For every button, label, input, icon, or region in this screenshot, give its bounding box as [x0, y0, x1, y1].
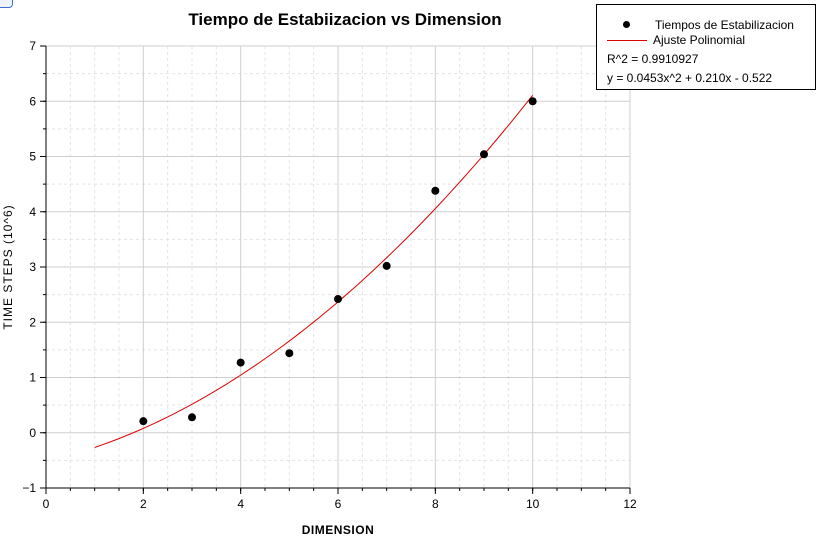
legend-label-scatter: Tiempos de Estabilizacion [655, 18, 794, 32]
fit-equation-annotation: y = 0.0453x^2 + 0.210x - 0.522 [607, 71, 773, 85]
data-point [382, 261, 391, 270]
r-squared-annotation: R^2 = 0.9910927 [607, 52, 699, 66]
y-tick-label: 4 [29, 205, 36, 219]
x-tick-label: 10 [526, 497, 540, 511]
x-tick-label: 8 [432, 497, 439, 511]
y-axis-label: TIME STEPS (10^6) [1, 204, 15, 330]
legend-label-fit: Ajuste Polinomial [653, 33, 746, 47]
data-point [334, 295, 342, 304]
x-tick-label: 4 [237, 497, 244, 511]
x-tick-label: 0 [43, 497, 50, 511]
y-tick-label: 7 [29, 39, 36, 53]
y-tick-label: 2 [29, 315, 36, 329]
y-tick-label: 1 [29, 371, 36, 385]
data-point [139, 417, 148, 426]
data-point [285, 349, 294, 358]
x-tick-label: 6 [335, 497, 342, 511]
x-axis-label: DIMENSION [301, 523, 375, 537]
x-tick-label: 12 [623, 497, 637, 511]
y-tick-label: 6 [29, 94, 36, 108]
legend-line-icon [607, 40, 647, 41]
legend-item-scatter: Tiempos de Estabilizacion [597, 17, 815, 33]
legend-item-fit: Ajuste Polinomial [597, 32, 815, 48]
legend-marker-dot-icon [623, 21, 630, 28]
y-tick-label: −1 [22, 481, 36, 495]
chart-title: Tiempo de Estabiizacion vs Dimension [188, 10, 502, 29]
legend: Tiempos de Estabilizacion Ajuste Polinom… [596, 4, 816, 90]
y-tick-label: 3 [29, 260, 36, 274]
x-tick-label: 2 [140, 497, 147, 511]
window-corner-icon [0, 0, 13, 8]
fit-curve-line [94, 94, 534, 448]
data-point [431, 186, 440, 195]
y-tick-label: 0 [29, 426, 36, 440]
data-point [480, 150, 488, 159]
data-point [188, 413, 196, 422]
data-point [236, 358, 245, 367]
data-point [528, 97, 537, 106]
y-tick-label: 5 [29, 150, 36, 164]
